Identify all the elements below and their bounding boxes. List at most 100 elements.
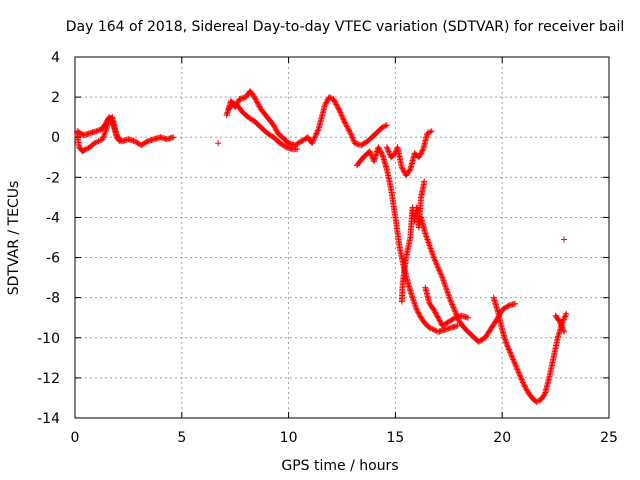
data-point — [382, 122, 389, 129]
data-point — [367, 151, 374, 158]
data-point — [431, 308, 438, 315]
data-point — [450, 305, 457, 312]
data-point — [311, 134, 318, 141]
data-point — [438, 271, 445, 278]
data-point — [376, 145, 383, 152]
data-point — [332, 100, 339, 107]
data-point — [92, 139, 99, 146]
data-point — [338, 111, 345, 118]
x-axis-label: GPS time / hours — [281, 458, 398, 474]
data-point — [430, 254, 437, 261]
data-point — [452, 308, 459, 315]
data-point — [435, 316, 442, 323]
data-point — [386, 149, 393, 156]
data-point — [514, 366, 521, 373]
data-point — [519, 379, 526, 386]
data-point — [533, 398, 540, 405]
data-point — [333, 101, 340, 108]
data-point — [310, 137, 317, 144]
data-point — [415, 154, 422, 161]
data-point — [384, 145, 391, 152]
y-tick-label: 4 — [51, 50, 60, 66]
data-point — [505, 346, 512, 353]
data-point — [451, 307, 458, 314]
data-point — [433, 261, 440, 268]
data-point — [418, 150, 425, 157]
data-point — [84, 145, 91, 152]
data-point — [338, 112, 345, 119]
data-point — [434, 263, 441, 270]
data-point — [518, 375, 525, 382]
y-tick-label: -14 — [37, 411, 60, 427]
data-point — [504, 342, 511, 349]
data-point — [91, 140, 98, 147]
data-point — [435, 266, 442, 273]
data-point — [343, 122, 350, 129]
data-point — [419, 147, 426, 154]
data-point — [255, 102, 262, 109]
data-point — [282, 143, 289, 150]
data-point — [427, 128, 434, 135]
data-point — [512, 362, 519, 369]
data-point — [381, 123, 388, 130]
data-point — [96, 127, 103, 134]
data-point — [518, 376, 525, 383]
data-point — [449, 302, 456, 309]
x-tick-label: 5 — [177, 430, 186, 446]
data-point — [424, 130, 431, 137]
data-point — [327, 94, 334, 101]
data-point — [465, 314, 472, 321]
data-point — [251, 94, 258, 101]
data-point — [560, 316, 567, 323]
data-point — [521, 383, 528, 390]
data-point — [334, 102, 341, 109]
data-point — [314, 129, 321, 136]
data-point — [559, 324, 566, 331]
data-point — [448, 300, 455, 307]
data-point — [95, 138, 102, 145]
data-point — [556, 318, 563, 325]
data-point — [511, 359, 518, 366]
data-point — [421, 178, 428, 185]
data-point — [312, 133, 319, 140]
data-point — [433, 260, 440, 267]
data-point — [330, 96, 337, 103]
data-point — [339, 115, 346, 122]
data-point — [428, 128, 435, 135]
data-point — [507, 350, 514, 357]
data-point — [270, 122, 277, 129]
data-point — [415, 310, 422, 317]
data-point — [309, 140, 316, 147]
data-point — [346, 127, 353, 134]
data-point — [516, 372, 523, 379]
data-point — [506, 347, 513, 354]
data-point — [557, 320, 564, 327]
data-point — [510, 356, 517, 363]
data-point — [507, 349, 514, 356]
data-point — [348, 131, 355, 138]
data-point — [508, 352, 515, 359]
data-point — [450, 315, 457, 322]
data-point — [215, 140, 222, 147]
data-point — [519, 378, 526, 385]
data-point — [383, 122, 390, 129]
data-point — [326, 94, 333, 101]
data-point — [314, 127, 321, 134]
data-point — [433, 312, 440, 319]
plot-frame — [74, 56, 610, 419]
y-tick-label: -6 — [46, 251, 60, 267]
data-point — [562, 313, 569, 320]
data-point — [349, 134, 356, 141]
data-point — [413, 306, 420, 313]
data-point — [434, 313, 441, 320]
data-point — [516, 370, 523, 377]
data-point — [415, 309, 422, 316]
data-point — [231, 100, 238, 107]
data-point — [416, 152, 423, 159]
data-point — [454, 322, 461, 329]
data-point — [311, 136, 318, 143]
data-point — [399, 165, 406, 172]
y-tick-label: -10 — [37, 331, 60, 347]
data-point — [520, 380, 527, 387]
data-point — [346, 128, 353, 135]
